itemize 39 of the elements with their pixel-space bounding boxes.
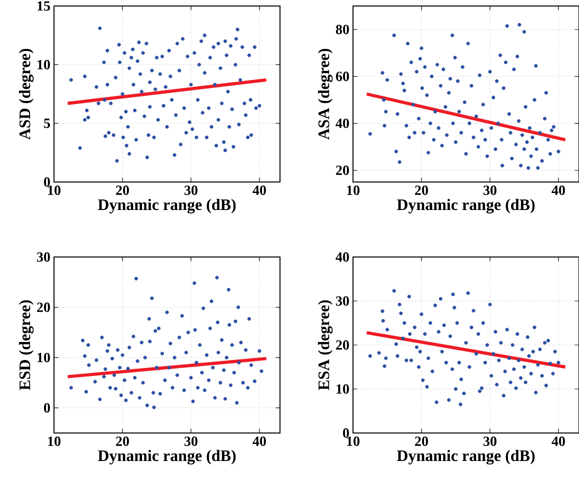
y-axis-title: ASD (degree) xyxy=(18,48,34,140)
y-tick-label: 10 xyxy=(336,384,349,394)
x-tick-label: 40 xyxy=(552,436,565,446)
y-axis-title: ASA (degree) xyxy=(318,48,333,140)
x-tick-label: 20 xyxy=(116,186,129,195)
y-tick-label: 0 xyxy=(44,403,50,413)
y-axis-title: ESA (degree) xyxy=(318,300,333,390)
y-tick-label: 15 xyxy=(38,1,50,11)
x-tick-label: 30 xyxy=(184,186,198,195)
x-axis-title: Dynamic range (dB) xyxy=(98,198,236,214)
x-tick-label: 10 xyxy=(347,186,360,195)
y-tick-label: 40 xyxy=(336,252,349,262)
y-tick-label: 0 xyxy=(343,428,349,438)
x-tick-label: 10 xyxy=(347,436,360,446)
y-tick-label: 0 xyxy=(44,177,50,187)
y-tick-label: 20 xyxy=(336,340,349,350)
y-tick-label: 10 xyxy=(38,60,50,70)
x-axis-title: Dynamic range (dB) xyxy=(396,450,535,464)
x-tick-label: 20 xyxy=(415,186,428,195)
x-tick-label: 20 xyxy=(116,436,129,446)
y-tick-label: 10 xyxy=(38,352,50,362)
y-tick-label: 30 xyxy=(336,296,349,306)
x-tick-label: 40 xyxy=(552,186,565,195)
y-axis-title: ESD (degree) xyxy=(18,300,34,390)
x-tick-label: 40 xyxy=(252,436,266,446)
y-tick-label: 5 xyxy=(44,118,50,128)
y-tick-label: 20 xyxy=(336,166,349,175)
x-axis-title: Dynamic range (dB) xyxy=(396,198,535,214)
x-tick-label: 40 xyxy=(252,186,266,195)
x-tick-label: 30 xyxy=(184,436,198,446)
y-tick-label: 40 xyxy=(336,118,349,128)
x-tick-label: 30 xyxy=(484,436,496,446)
y-tick-label: 30 xyxy=(37,252,50,262)
y-tick-label: 80 xyxy=(336,24,349,34)
x-axis-title: Dynamic range (dB) xyxy=(98,450,236,464)
x-tick-label: 30 xyxy=(484,186,496,195)
y-tick-label: 60 xyxy=(336,72,349,82)
x-tick-label: 20 xyxy=(415,436,428,446)
y-tick-label: 20 xyxy=(37,302,50,312)
